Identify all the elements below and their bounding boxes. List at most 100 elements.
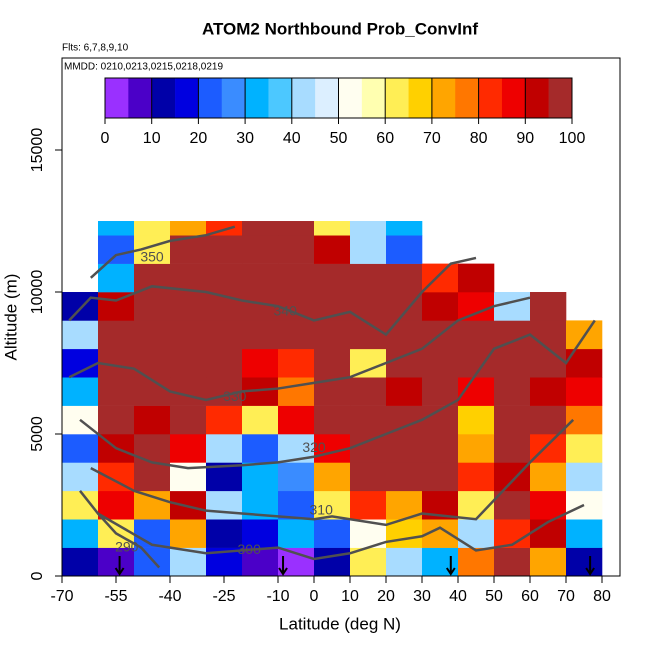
colorbar-swatch bbox=[548, 78, 573, 118]
heat-cell bbox=[458, 547, 495, 577]
heat-cell bbox=[98, 320, 135, 350]
contour-line bbox=[90, 418, 575, 527]
y-tick-label: 10000 bbox=[29, 270, 46, 315]
flight-arrow bbox=[278, 556, 288, 576]
colorbar-swatch bbox=[408, 78, 433, 118]
heat-cell bbox=[98, 377, 135, 406]
heat-cell bbox=[242, 405, 279, 435]
heat-cell bbox=[278, 462, 315, 492]
contour-line bbox=[68, 296, 531, 402]
heat-cell bbox=[62, 519, 99, 548]
contour-label: 300 bbox=[238, 541, 262, 557]
heat-cell bbox=[386, 434, 423, 463]
heat-cell bbox=[314, 348, 351, 378]
plot-frame bbox=[61, 57, 621, 577]
heat-cell bbox=[386, 235, 423, 264]
heat-cell bbox=[98, 490, 135, 520]
colorbar-swatch bbox=[291, 78, 316, 118]
heat-cell bbox=[242, 320, 279, 350]
heat-cell bbox=[134, 405, 171, 435]
heat-cell bbox=[242, 462, 279, 492]
colorbar-swatch bbox=[268, 78, 293, 118]
x-tick-label: 20 bbox=[377, 588, 395, 605]
heat-cell bbox=[242, 221, 279, 236]
colorbar-swatch bbox=[315, 78, 339, 118]
contour-label: 320 bbox=[302, 439, 326, 455]
heat-cell bbox=[314, 462, 351, 492]
heat-cell bbox=[98, 235, 135, 264]
colorbar-tick-label: 70 bbox=[423, 130, 441, 147]
heat-cell bbox=[62, 348, 99, 378]
heat-cell bbox=[314, 405, 351, 435]
heat-cell bbox=[566, 547, 603, 577]
x-tick-label: -55 bbox=[104, 588, 127, 605]
heat-cell bbox=[422, 348, 459, 378]
heat-cell bbox=[386, 405, 423, 435]
heat-cell bbox=[278, 405, 315, 435]
flight-arrow bbox=[114, 556, 125, 576]
contour-label: 350 bbox=[140, 249, 164, 265]
x-tick-label: 0 bbox=[310, 588, 319, 605]
heat-cell bbox=[386, 320, 423, 350]
heat-cell bbox=[242, 519, 279, 548]
colorbar-tick-label: 30 bbox=[236, 130, 254, 147]
heat-cell bbox=[350, 348, 387, 378]
heat-cell bbox=[314, 547, 351, 577]
heat-cell bbox=[62, 547, 99, 577]
heat-cell bbox=[206, 519, 243, 548]
heat-cell bbox=[422, 377, 459, 406]
contour-label: 330 bbox=[223, 388, 247, 404]
heat-cell bbox=[566, 490, 603, 520]
heat-cell bbox=[386, 292, 423, 321]
heat-cell bbox=[494, 519, 531, 548]
heat-cell bbox=[494, 405, 531, 435]
heat-cell bbox=[314, 519, 351, 548]
colorbar-swatch bbox=[221, 78, 246, 118]
heat-cell bbox=[350, 377, 387, 406]
colorbar-swatch bbox=[245, 78, 269, 118]
contour-label: 290 bbox=[115, 538, 139, 554]
heat-cell bbox=[242, 434, 279, 463]
x-tick-label: 70 bbox=[557, 588, 575, 605]
heat-cell bbox=[314, 320, 351, 350]
contour-line bbox=[79, 490, 161, 569]
colorbar-swatch bbox=[151, 78, 176, 118]
heat-cell bbox=[386, 263, 423, 293]
heat-cell bbox=[350, 462, 387, 492]
heat-cell bbox=[134, 221, 171, 236]
heat-cell bbox=[206, 434, 243, 463]
heat-cell bbox=[350, 263, 387, 293]
heat-cell bbox=[350, 490, 387, 520]
colorbar-swatch bbox=[478, 78, 503, 118]
heat-cell bbox=[98, 405, 135, 435]
heat-cell bbox=[350, 405, 387, 435]
heat-cell bbox=[62, 434, 99, 463]
heat-cell bbox=[62, 292, 99, 321]
heat-cell bbox=[278, 490, 315, 520]
heat-cell bbox=[494, 547, 531, 577]
heat-cell bbox=[350, 221, 387, 236]
heat-cell bbox=[494, 292, 531, 321]
heat-cell bbox=[386, 462, 423, 492]
heat-cell bbox=[278, 377, 315, 406]
heat-cell bbox=[386, 547, 423, 577]
colorbar-swatch bbox=[105, 78, 129, 118]
heat-cell bbox=[242, 348, 279, 378]
colorbar-swatch bbox=[431, 78, 456, 118]
x-tick-label: -40 bbox=[158, 588, 181, 605]
heat-cell bbox=[458, 292, 495, 321]
heat-cell bbox=[530, 519, 567, 548]
heat-cell bbox=[494, 320, 531, 350]
heat-cell bbox=[98, 462, 135, 492]
y-tick-label: 5000 bbox=[29, 416, 46, 452]
heat-cell bbox=[458, 405, 495, 435]
heat-cell bbox=[170, 263, 207, 293]
colorbar-tick-label: 60 bbox=[376, 130, 394, 147]
colorbar-swatch bbox=[455, 78, 479, 118]
colorbar-tick-label: 100 bbox=[559, 130, 586, 147]
colorbar-swatch bbox=[338, 78, 363, 118]
heat-cell bbox=[278, 263, 315, 293]
heat-cell bbox=[98, 263, 135, 293]
y-tick-label: 15000 bbox=[29, 128, 46, 173]
